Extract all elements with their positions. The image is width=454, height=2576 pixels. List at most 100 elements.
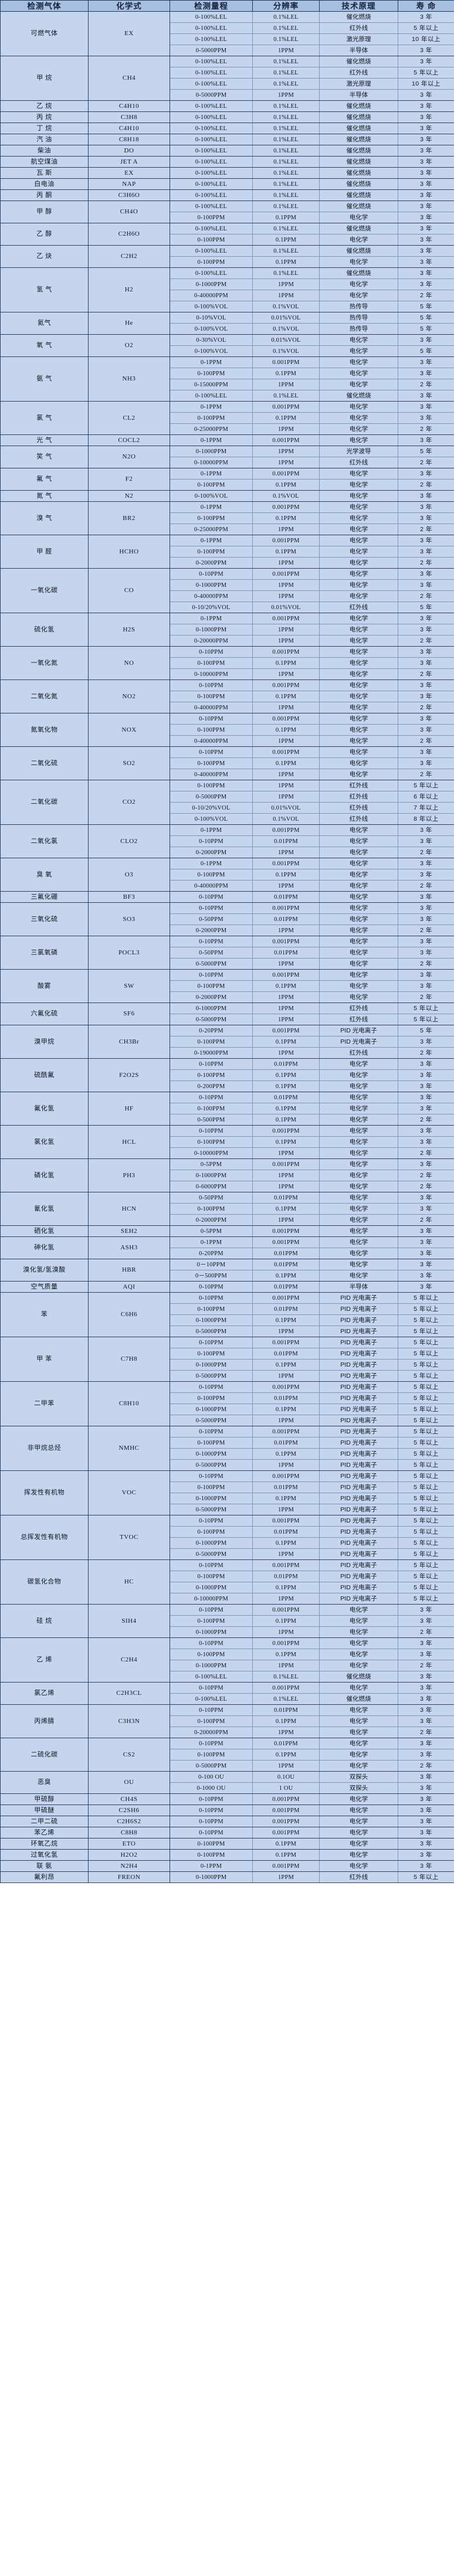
cell-lifetime: 3 年 (398, 100, 454, 112)
cell-technology: 电化学 (319, 1236, 398, 1248)
cell-lifetime: 5 年 (398, 323, 454, 335)
cell-detection-range: 0-2000PPM (170, 847, 253, 858)
cell-resolution: 0.001PPM (252, 1816, 320, 1827)
cell-technology: 电化学 (319, 524, 398, 535)
table-row: 乙 炔 C2H2 0-100%LEL 0.1%LEL 催化燃烧 3 年 (0, 245, 454, 268)
cell-detection-range: 0-100PPM (170, 1103, 253, 1114)
cell-technology: 电化学 (319, 1626, 398, 1638)
cell-technology: PID 光电离子 (319, 1493, 398, 1504)
cell-lifetime: 3 年 (398, 468, 454, 480)
cell-lifetime: 5 年以上 (398, 1515, 454, 1527)
cell-technology: 电化学 (319, 1704, 398, 1716)
cell-gas-name: 二氧化碳 (0, 780, 89, 825)
cell-lifetime: 3 年 (398, 546, 454, 558)
cell-resolution: 0.001PPM (252, 501, 320, 513)
cell-lifetime: 3 年 (398, 167, 454, 179)
table-row: 苯 C6H6 0-10PPM 0.001PPM PID 光电离子 5 年以上 (0, 1292, 454, 1337)
cell-formula: CL2 (88, 401, 170, 435)
cell-technology: PID 光电离子 (319, 1348, 398, 1360)
cell-resolution: 1PPM (252, 1727, 320, 1738)
cell-lifetime: 3 年 (398, 390, 454, 402)
cell-resolution: 1 OU (252, 1782, 320, 1794)
table-row: 0-100PPM 0.1PPM 电化学 2 年 (1, 479, 454, 491)
cell-formula: CH4S (88, 1793, 170, 1805)
cell-lifetime: 3 年 (398, 1715, 454, 1727)
cell-technology: 电化学 (319, 290, 398, 301)
cell-lifetime: 5 年以上 (398, 1437, 454, 1449)
cell-detection-range: 0-100PPM (170, 1571, 253, 1582)
cell-technology: 催化燃烧 (319, 100, 398, 112)
table-row: 三氧化硫 SO3 0-10PPM 0.001PPM 电化学 3 年 (0, 902, 454, 936)
cell-gas-name: 二氧化氯 (0, 824, 89, 858)
cell-lifetime: 2 年 (398, 925, 454, 936)
table-row: 磷化氢 PH3 0-5PPM 0.001PPM 电化学 3 年 (0, 1158, 454, 1192)
cell-lifetime: 3 年 (398, 980, 454, 992)
cell-detection-range: 0-10PPM (170, 936, 253, 947)
table-row: 挥发性有机物 VOC 0-10PPM 0.001PPM PID 光电离子 5 年以上 (0, 1470, 454, 1515)
cell-technology: 电化学 (319, 847, 398, 858)
cell-formula: SW (88, 969, 170, 1003)
cell-resolution: 0.1PPM (252, 1582, 320, 1593)
table-row: 0-5000PPM 1PPM PID 光电离子 5 年以上 (1, 1370, 454, 1382)
cell-gas-name: 联 氨 (0, 1860, 89, 1872)
cell-resolution: 0.1PPM (252, 869, 320, 881)
cell-technology: 热传导 (319, 301, 398, 312)
cell-detection-range: 0-1PPM (170, 858, 253, 869)
cell-technology: 热传导 (319, 323, 398, 335)
cell-detection-range: 0-100PPM (170, 1203, 253, 1215)
cell-lifetime: 2 年 (398, 524, 454, 535)
cell-detection-range: 0-40000PPM (170, 290, 253, 301)
table-row: 0-500PPM 0.1PPM 电化学 2 年 (1, 1114, 454, 1126)
cell-technology: 电化学 (319, 479, 398, 491)
cell-technology: 电化学 (319, 379, 398, 390)
cell-lifetime: 3 年 (398, 1136, 454, 1148)
cell-gas-name: 氯 气 (0, 401, 89, 435)
table-row: 0-200PPM 0.1PPM 电化学 3 年 (1, 1080, 454, 1092)
cell-formula: CH4 (88, 56, 170, 101)
cell-resolution: 1PPM (252, 278, 320, 290)
cell-resolution: 1PPM (252, 925, 320, 936)
cell-resolution: 0.1PPM (252, 1314, 320, 1326)
cell-technology: PID 光电离子 (319, 1537, 398, 1549)
cell-resolution: 0.01PPM (252, 1392, 320, 1404)
cell-technology: 电化学 (319, 334, 398, 346)
cell-technology: 电化学 (319, 1793, 398, 1805)
cell-resolution: 0.1%LEL (252, 390, 320, 402)
cell-detection-range: 0-5PPM (170, 1158, 253, 1170)
cell-resolution: 0.1%LEL (252, 123, 320, 134)
cell-technology: 催化燃烧 (319, 123, 398, 134)
cell-resolution: 1PPM (252, 1504, 320, 1515)
table-row: 笑 气 N2O 0-1000PPM 1PPM 光学波导 5 年 (0, 446, 454, 468)
cell-resolution: 0.01PPM (252, 1248, 320, 1259)
cell-technology: 电化学 (319, 256, 398, 268)
cell-gas-name: 氰化氢 (0, 1192, 89, 1226)
cell-lifetime: 8 年以上 (398, 813, 454, 825)
table-row: 过氧化氢 H2O2 0-100PPM 0.1PPM 电化学 3 年 (0, 1849, 454, 1861)
cell-lifetime: 3 年 (398, 223, 454, 235)
cell-resolution: 0.1%LEL (252, 145, 320, 157)
table-row: 0-100%LEL 0.1%LEL 催化燃烧 3 年 (1, 390, 454, 402)
cell-technology: 电化学 (319, 991, 398, 1003)
cell-resolution: 1PPM (252, 769, 320, 780)
cell-resolution: 0.01PPM (252, 1571, 320, 1582)
cell-technology: 催化燃烧 (319, 11, 398, 23)
cell-detection-range: 0-2000PPM (170, 991, 253, 1003)
cell-technology: 电化学 (319, 490, 398, 502)
cell-resolution: 0.01%VOL (252, 601, 320, 613)
cell-resolution: 1PPM (252, 1415, 320, 1426)
table-row: 0-5000PPM 1PPM PID 光电离子 5 年以上 (1, 1504, 454, 1515)
cell-lifetime: 2 年 (398, 668, 454, 680)
cell-technology: 电化学 (319, 902, 398, 914)
cell-detection-range: 0-100PPM (170, 1348, 253, 1360)
cell-technology: 催化燃烧 (319, 1693, 398, 1705)
cell-detection-range: 0-100%VOL (170, 323, 253, 335)
cell-formula: C6H6 (88, 1292, 170, 1337)
cell-formula: C7H8 (88, 1337, 170, 1382)
cell-detection-range: 0-100 OU (170, 1771, 253, 1783)
cell-detection-range: 0-100%LEL (170, 1693, 253, 1705)
cell-technology: PID 光电离子 (319, 1415, 398, 1426)
table-row: 非甲烷总烃 NMHC 0-10PPM 0.001PPM PID 光电离子 5 年以上 (0, 1426, 454, 1471)
table-row: 航空煤油 JET A 0-100%LEL 0.1%LEL 催化燃烧 3 年 (0, 156, 454, 168)
cell-resolution: 1PPM (252, 89, 320, 101)
cell-detection-range: 0-100%LEL (170, 390, 253, 402)
